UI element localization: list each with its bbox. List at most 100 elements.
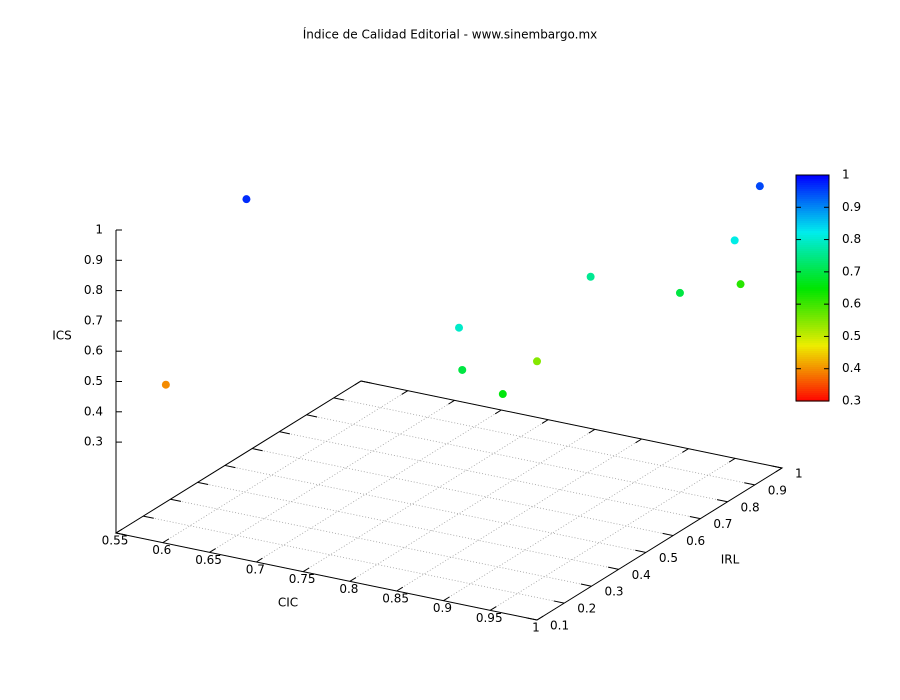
grid-line	[162, 390, 408, 544]
colorbar-step	[796, 351, 829, 354]
y-tick-label: 0.4	[632, 568, 651, 582]
y-tick	[662, 532, 674, 537]
colorbar-step	[796, 389, 829, 392]
colorbar-step	[796, 337, 829, 340]
colorbar-step	[796, 397, 829, 400]
y-tick	[333, 397, 345, 401]
point	[736, 280, 745, 289]
colorbar-step	[796, 325, 829, 328]
point	[533, 357, 542, 366]
x-tick-label: 0.6	[152, 543, 171, 557]
colorbar-step	[796, 343, 829, 346]
colorbar-step	[796, 205, 829, 208]
colorbar-step	[796, 265, 829, 268]
colorbar-step	[796, 185, 829, 188]
colorbar-step	[796, 271, 829, 274]
colorbar-tick-label: 0.3	[842, 394, 861, 408]
y-tick	[771, 465, 783, 469]
y-tick	[526, 617, 538, 621]
colorbar-step	[796, 259, 829, 262]
colorbar-step	[796, 221, 829, 224]
colorbar-step	[796, 219, 829, 222]
x-tick	[396, 586, 404, 592]
colorbar-tick-label: 1	[842, 168, 850, 182]
colorbar-step	[796, 291, 829, 294]
colorbar-step	[796, 283, 829, 286]
colorbar-step	[796, 377, 829, 380]
colorbar-step	[796, 209, 829, 212]
point	[242, 195, 251, 204]
colorbar-step	[796, 341, 829, 344]
y-tick	[635, 549, 646, 553]
x-tick	[443, 596, 450, 602]
colorbar-step	[796, 317, 829, 320]
colorbar-step	[796, 261, 829, 264]
colorbar-tick-label: 0.4	[842, 361, 861, 375]
colorbar-tick-label: 0.8	[842, 232, 861, 246]
colorbar-step	[796, 199, 829, 202]
y-tick-label: 0.9	[768, 483, 787, 497]
colorbar-step	[796, 275, 829, 278]
colorbar-step	[796, 197, 829, 200]
colorbar-step	[796, 191, 829, 194]
z-tick-label: 0.9	[84, 253, 103, 267]
x-tick	[588, 428, 596, 434]
grid-line	[256, 409, 502, 563]
colorbar-step	[796, 315, 829, 318]
colorbar-step	[796, 201, 829, 204]
colorbar-step	[796, 249, 829, 252]
colorbar-step	[796, 379, 829, 382]
x-tick	[775, 467, 783, 473]
colorbar-step	[796, 381, 829, 384]
colorbar-step	[796, 183, 829, 186]
grid-line	[349, 428, 596, 582]
y-tick	[744, 482, 755, 486]
y-tick-label: 0.8	[741, 500, 760, 514]
z-tick-label: 0.6	[84, 344, 103, 358]
colorbar-step	[796, 339, 829, 342]
colorbar-step	[796, 217, 829, 220]
x-tick	[541, 419, 549, 424]
colorbar-step	[796, 353, 829, 356]
x-tick	[302, 567, 310, 573]
colorbar-step	[796, 239, 829, 242]
y-tick	[279, 431, 290, 435]
colorbar-step	[796, 375, 829, 378]
colorbar-step	[796, 243, 829, 246]
colorbar-step	[796, 251, 829, 254]
x-tick-label: 0.95	[476, 611, 503, 625]
x-tick-label: 0.8	[339, 582, 358, 596]
x-tick	[209, 548, 216, 553]
y-tick	[306, 414, 318, 418]
colorbar-step	[796, 347, 829, 350]
grid-line	[443, 448, 689, 602]
colorbar-step	[796, 189, 829, 192]
colorbar-step	[796, 237, 829, 240]
colorbar-step	[796, 225, 829, 228]
y-tick-label: 0.7	[713, 517, 732, 531]
colorbar-step	[796, 289, 829, 292]
y-tick-label: 1	[795, 467, 803, 481]
y-tick	[252, 448, 263, 452]
colorbar-step	[796, 267, 829, 270]
x-tick-label: 1	[532, 621, 540, 635]
colorbar-step	[796, 331, 829, 334]
y-tick	[170, 498, 182, 502]
colorbar-step	[796, 211, 829, 214]
x-tick	[401, 390, 409, 395]
y-tick-label: 0.3	[604, 585, 623, 599]
y-tick	[716, 499, 728, 503]
colorbar-step	[796, 385, 829, 388]
colorbar-step	[796, 177, 829, 180]
grid-line	[302, 419, 549, 573]
y-tick-label: 0.5	[659, 551, 678, 565]
x-tick-label: 0.55	[102, 534, 129, 548]
y-tick-label: 0.6	[686, 534, 705, 548]
colorbar-step	[796, 299, 829, 302]
x-tick-label: 0.75	[289, 572, 316, 586]
colorbar-step	[796, 349, 829, 352]
colorbar-step	[796, 207, 829, 210]
colorbar-step	[796, 369, 829, 372]
colorbar-step	[796, 253, 829, 256]
colorbar-step	[796, 335, 829, 338]
